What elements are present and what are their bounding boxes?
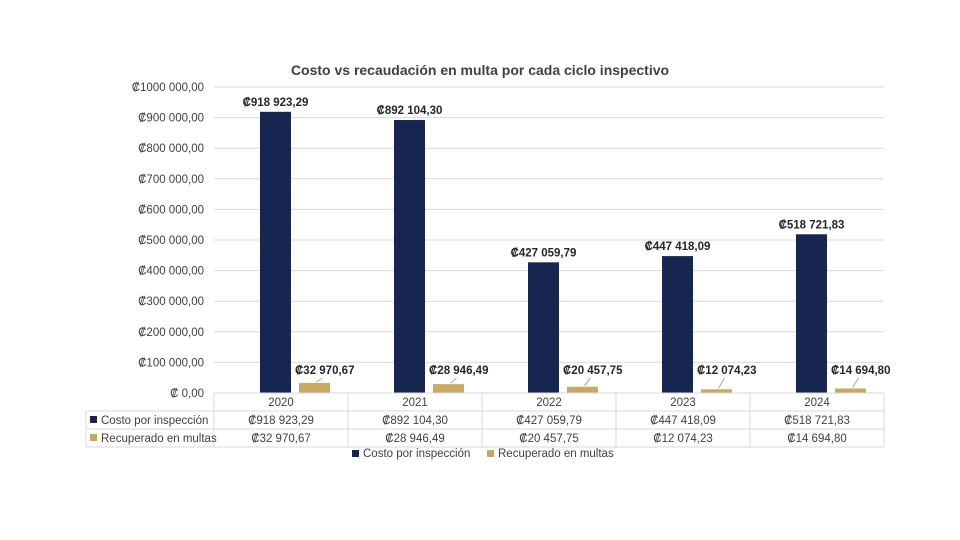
y-tick-label: ₡900 000,00: [138, 113, 204, 125]
table-cell: ₡427 059,79: [516, 415, 582, 427]
chart-title: Costo vs recaudación en multa por cada c…: [291, 62, 669, 78]
y-tick-label: ₡800 000,00: [138, 143, 204, 155]
table-cell: ₡918 923,29: [248, 415, 314, 427]
table-cell: ₡32 970,67: [251, 433, 310, 445]
bar-recovered: [433, 384, 464, 393]
y-tick-label: ₡700 000,00: [138, 174, 204, 186]
legend: Costo por inspección Recuperado en multas: [352, 448, 614, 460]
table-cell: ₡892 104,30: [382, 415, 448, 427]
bar-cost: [528, 262, 559, 393]
bar-cost: [662, 256, 693, 393]
y-tick-label: ₡1000 000,00: [132, 82, 204, 94]
leader-line: [852, 377, 859, 388]
bar-recovered: [835, 388, 866, 393]
legend-label-recovered: Recuperado en multas: [498, 448, 614, 460]
data-label-recovered: ₡20 457,75: [563, 365, 623, 377]
y-axis-ticks: ₡ 0,00 ₡100 000,00 ₡200 000,00 ₡300 000,00 ₡…: [132, 82, 204, 400]
data-label-recovered: ₡28 946,49: [429, 365, 488, 377]
bar-recovered: [701, 389, 732, 393]
legend-key-cost: [352, 450, 359, 457]
y-tick-label: ₡200 000,00: [138, 327, 204, 339]
table-cell: ₡447 418,09: [650, 415, 716, 427]
table-series-name: Recuperado en multas: [101, 433, 217, 445]
y-tick-label: ₡400 000,00: [138, 266, 204, 278]
data-label-recovered: ₡14 694,80: [831, 365, 890, 377]
table-cell: ₡14 694,80: [787, 433, 846, 445]
leader-line: [450, 377, 457, 384]
legend-key-recovered: [487, 450, 494, 457]
table-cell: ₡12 074,23: [653, 433, 712, 445]
y-tick-label: ₡ 0,00: [170, 388, 204, 400]
x-category-label: 2020: [268, 397, 294, 409]
data-label-cost: ₡427 059,79: [511, 247, 577, 259]
table-cell: ₡20 457,75: [519, 433, 578, 445]
data-labels: ₡918 923,29 ₡892 104,30 ₡427 059,79 ₡447 41…: [243, 97, 890, 389]
table-legend-key: [90, 416, 97, 423]
x-category-label: 2021: [402, 397, 428, 409]
bar-recovered: [567, 386, 598, 393]
table-legend-key: [90, 434, 97, 441]
x-category-label: 2022: [536, 397, 562, 409]
y-tick-label: ₡600 000,00: [138, 204, 204, 216]
legend-label-cost: Costo por inspección: [363, 448, 470, 460]
leader-line: [718, 377, 725, 389]
x-category-label: 2023: [670, 397, 696, 409]
y-tick-label: ₡500 000,00: [138, 235, 204, 247]
data-label-cost: ₡518 721,83: [779, 219, 845, 231]
leader-line: [584, 377, 591, 387]
bar-cost: [394, 120, 425, 393]
table-series-name: Costo por inspección: [101, 415, 208, 427]
bar-recovered: [299, 382, 330, 393]
y-tick-label: ₡300 000,00: [138, 296, 204, 308]
data-label-recovered: ₡32 970,67: [295, 365, 354, 377]
data-table: 2020 2021 2022 2023 2024 Costo por inspección…: [85, 392, 885, 448]
data-label-cost: ₡918 923,29: [243, 97, 309, 109]
bar-cost: [260, 111, 291, 393]
data-label-cost: ₡892 104,30: [377, 105, 443, 117]
table-cell: ₡518 721,83: [784, 415, 850, 427]
data-label-cost: ₡447 418,09: [645, 241, 711, 253]
leader-line: [316, 377, 323, 383]
x-category-label: 2024: [804, 397, 830, 409]
y-tick-label: ₡100 000,00: [138, 357, 204, 369]
data-label-recovered: ₡12 074,23: [697, 365, 756, 377]
table-cell: ₡28 946,49: [385, 433, 444, 445]
bar-cost: [796, 234, 827, 393]
bars: [260, 111, 866, 393]
